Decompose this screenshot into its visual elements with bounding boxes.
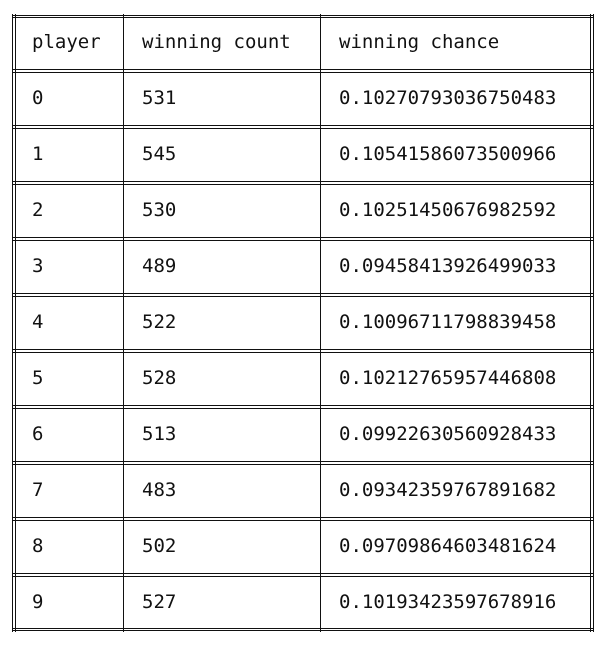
player-cell: 2 bbox=[32, 199, 44, 221]
table-border-left bbox=[12, 14, 16, 632]
table-row: 0 531 0.10270793036750483 bbox=[12, 71, 594, 129]
table-row: 1 545 0.10541586073500966 bbox=[12, 127, 594, 185]
winning-count-cell: 527 bbox=[142, 591, 177, 613]
row-separator bbox=[12, 69, 594, 73]
winning-chance-cell: 0.10270793036750483 bbox=[339, 87, 557, 109]
winning-count-cell: 483 bbox=[142, 479, 177, 501]
header-winning-chance: winning chance bbox=[339, 31, 500, 53]
winning-chance-cell: 0.09342359767891682 bbox=[339, 479, 557, 501]
winning-count-cell: 531 bbox=[142, 87, 177, 109]
winning-count-cell: 489 bbox=[142, 255, 177, 277]
table-row: 9 527 0.10193423597678916 bbox=[12, 575, 594, 631]
player-cell: 8 bbox=[32, 535, 44, 557]
winning-chance-cell: 0.10251450676982592 bbox=[339, 199, 557, 221]
row-separator bbox=[12, 517, 594, 521]
row-separator bbox=[12, 237, 594, 241]
column-divider bbox=[320, 14, 321, 632]
winning-chance-cell: 0.09922630560928433 bbox=[339, 423, 557, 445]
player-cell: 9 bbox=[32, 591, 44, 613]
header-row: player winning count winning chance bbox=[12, 15, 594, 73]
winning-count-cell: 528 bbox=[142, 367, 177, 389]
row-separator bbox=[12, 293, 594, 297]
row-separator bbox=[12, 573, 594, 577]
winning-count-cell: 522 bbox=[142, 311, 177, 333]
table-row: 8 502 0.09709864603481624 bbox=[12, 519, 594, 577]
table-row: 5 528 0.10212765957446808 bbox=[12, 351, 594, 409]
header-winning-count: winning count bbox=[142, 31, 291, 53]
column-divider bbox=[123, 14, 124, 632]
winning-count-cell: 502 bbox=[142, 535, 177, 557]
winning-chance-cell: 0.10096711798839458 bbox=[339, 311, 557, 333]
player-cell: 1 bbox=[32, 143, 44, 165]
row-separator bbox=[12, 125, 594, 129]
row-separator bbox=[12, 181, 594, 185]
table-row: 2 530 0.10251450676982592 bbox=[12, 183, 594, 241]
player-cell: 7 bbox=[32, 479, 44, 501]
row-separator bbox=[12, 405, 594, 409]
player-cell: 6 bbox=[32, 423, 44, 445]
table-row: 4 522 0.10096711798839458 bbox=[12, 295, 594, 353]
winning-chance-cell: 0.10541586073500966 bbox=[339, 143, 557, 165]
winning-count-cell: 530 bbox=[142, 199, 177, 221]
player-cell: 4 bbox=[32, 311, 44, 333]
winning-chance-cell: 0.10212765957446808 bbox=[339, 367, 557, 389]
player-cell: 5 bbox=[32, 367, 44, 389]
winning-chance-cell: 0.10193423597678916 bbox=[339, 591, 557, 613]
table-frame bbox=[12, 15, 594, 631]
player-cell: 3 bbox=[32, 255, 44, 277]
header-player: player bbox=[32, 31, 101, 53]
table-row: 3 489 0.09458413926499033 bbox=[12, 239, 594, 297]
row-separator bbox=[12, 461, 594, 465]
player-cell: 0 bbox=[32, 87, 44, 109]
table-border-right bbox=[590, 14, 594, 632]
winning-count-cell: 513 bbox=[142, 423, 177, 445]
table-row: 7 483 0.09342359767891682 bbox=[12, 463, 594, 521]
winning-chance-cell: 0.09709864603481624 bbox=[339, 535, 557, 557]
winning-chance-cell: 0.09458413926499033 bbox=[339, 255, 557, 277]
table-row: 6 513 0.09922630560928433 bbox=[12, 407, 594, 465]
winning-count-cell: 545 bbox=[142, 143, 177, 165]
row-separator bbox=[12, 349, 594, 353]
